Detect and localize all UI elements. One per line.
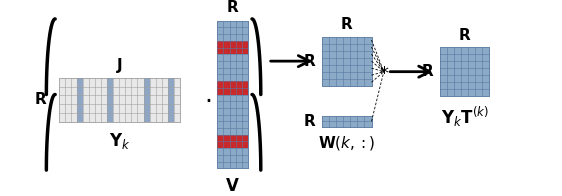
Bar — [107, 78, 113, 122]
Bar — [440, 47, 490, 96]
Bar — [322, 36, 371, 86]
Bar — [168, 78, 174, 122]
Text: $\cdot$: $\cdot$ — [205, 88, 212, 112]
Bar — [217, 135, 248, 142]
Text: R: R — [422, 64, 433, 79]
Text: R: R — [303, 114, 315, 129]
Bar — [217, 88, 248, 94]
Bar — [217, 81, 248, 88]
Bar — [322, 116, 371, 127]
Bar — [217, 142, 248, 148]
Bar — [217, 21, 248, 168]
Bar — [77, 78, 83, 122]
Bar — [143, 78, 149, 122]
Text: $\mathbf{W}(k,:)$: $\mathbf{W}(k,:)$ — [318, 134, 375, 152]
Text: $*$: $*$ — [379, 63, 389, 81]
Text: $\mathbf{V}$: $\mathbf{V}$ — [225, 177, 240, 195]
Text: R: R — [227, 0, 238, 15]
Text: J: J — [116, 58, 122, 73]
Text: R: R — [459, 28, 470, 43]
Text: $\mathbf{Y}_k$: $\mathbf{Y}_k$ — [108, 131, 130, 151]
Bar — [58, 78, 180, 122]
Bar — [217, 48, 248, 54]
Text: R: R — [303, 54, 315, 69]
Bar — [217, 41, 248, 48]
Text: $\mathbf{Y}_k\mathbf{T}^{(k)}$: $\mathbf{Y}_k\mathbf{T}^{(k)}$ — [441, 105, 488, 129]
Text: R: R — [341, 17, 353, 32]
Text: R: R — [35, 92, 47, 107]
